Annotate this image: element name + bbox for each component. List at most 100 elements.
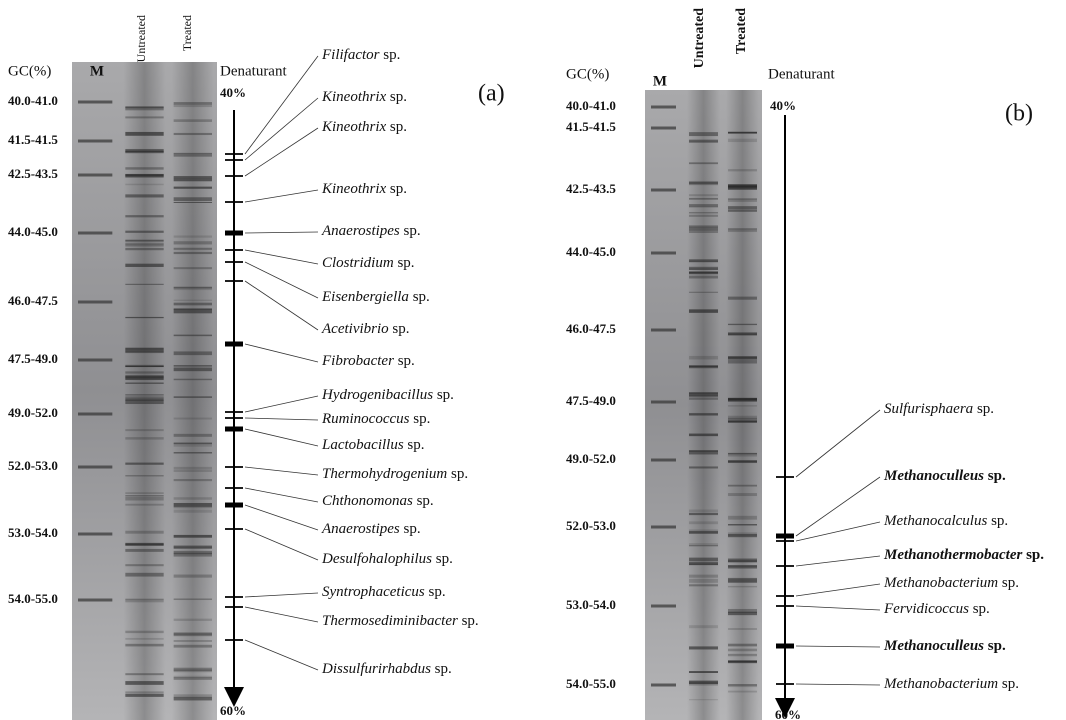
lane-label: Untreated <box>134 15 148 62</box>
gel-band <box>689 562 718 566</box>
band-label: Methanocalculus sp. <box>883 513 1008 529</box>
gel-band <box>125 215 164 218</box>
gel-band <box>173 267 212 270</box>
gel-band <box>689 412 718 416</box>
suffix: sp. <box>390 119 407 135</box>
gel-band <box>173 667 212 672</box>
band-label: Methanothermobacter sp. <box>883 547 1044 563</box>
leader-line <box>795 476 881 537</box>
marker-band <box>651 400 676 404</box>
genus: Ruminococcus <box>321 411 410 427</box>
suffix: sp. <box>413 411 430 427</box>
gel-band <box>125 397 164 399</box>
gel-band <box>125 429 164 432</box>
gel-band <box>173 479 212 482</box>
gel-band <box>173 442 212 445</box>
gel-band <box>728 169 757 172</box>
leader-line <box>244 487 319 503</box>
gel-band <box>173 469 212 472</box>
gel-band <box>728 524 757 526</box>
gel-band <box>125 530 164 534</box>
suffix: sp. <box>1026 547 1044 563</box>
genus: Kineothrix <box>321 119 387 135</box>
gel-band <box>689 182 718 186</box>
gel-band <box>125 149 164 154</box>
band-label: Methanobacterium sp. <box>883 676 1019 692</box>
leader-line <box>244 428 319 447</box>
gc-marker: 41.5-41.5 <box>566 119 616 134</box>
gel-band <box>125 395 164 398</box>
leader-line <box>244 592 319 598</box>
gel-band <box>173 442 212 447</box>
gel-band <box>173 102 212 105</box>
suffix: sp. <box>1002 575 1019 591</box>
gel-band <box>125 437 164 440</box>
marker-band <box>651 126 676 130</box>
genus: Methanothermobacter <box>883 547 1023 563</box>
gel-band <box>125 400 164 405</box>
genus: Methanoculleus <box>883 638 984 654</box>
gel-band <box>728 585 757 588</box>
gel-band <box>689 392 718 397</box>
gel-band <box>728 360 757 364</box>
suffix: sp. <box>451 466 468 482</box>
marker-band <box>651 525 676 529</box>
gel-band <box>728 420 757 423</box>
gel-band <box>689 266 718 270</box>
gel-band <box>689 182 718 185</box>
genus: Fibrobacter <box>321 353 394 369</box>
gel-band <box>728 206 757 210</box>
gel-band <box>728 405 757 407</box>
gel-band <box>728 561 757 563</box>
panel-label: (b) <box>1005 101 1033 127</box>
gc-marker: 53.0-54.0 <box>566 597 616 612</box>
gel-band <box>728 685 757 688</box>
gel-band <box>689 132 718 137</box>
gel-band <box>689 413 718 416</box>
gel-band <box>689 392 718 395</box>
marker-band <box>78 173 113 177</box>
gel-band <box>125 247 164 251</box>
gc-marker: 40.0-41.0 <box>8 93 58 108</box>
gc-marker: 41.5-41.5 <box>8 132 58 147</box>
gel-band <box>173 132 212 136</box>
gel-band <box>125 475 164 477</box>
leader-line <box>244 504 319 531</box>
suffix: sp. <box>417 493 434 509</box>
gel-band <box>728 560 757 562</box>
gel-band <box>125 316 164 319</box>
gc-header: GC(%) <box>566 66 609 82</box>
band-label: Eisenbergiella sp. <box>321 289 430 305</box>
band-label: Sulfurisphaera sp. <box>884 401 994 417</box>
band-label: Anaerostipes sp. <box>321 521 421 537</box>
gel-band <box>689 561 718 563</box>
gel-band <box>173 618 212 621</box>
marker-band <box>651 328 676 332</box>
gel-band <box>728 184 757 188</box>
gel-band <box>689 366 718 369</box>
gel-band <box>125 230 164 233</box>
gel-band <box>689 275 718 279</box>
gel-band <box>125 462 164 465</box>
gel-band <box>689 204 718 207</box>
gel-band <box>125 496 164 501</box>
gel-band <box>125 572 164 577</box>
gc-marker: 52.0-53.0 <box>8 458 58 473</box>
end-label: 60% <box>220 703 246 718</box>
gel-band <box>125 263 164 267</box>
gel-band <box>173 241 212 245</box>
band-label: Methanobacterium sp. <box>883 575 1019 591</box>
gc-marker: 49.0-52.0 <box>8 405 58 420</box>
leader-line <box>795 683 881 686</box>
band-label: Syntrophaceticus sp. <box>322 584 446 600</box>
gel-band <box>173 509 212 513</box>
suffix: sp. <box>1002 676 1019 692</box>
genus: Clostridium <box>322 255 394 271</box>
gel-band <box>173 545 212 548</box>
gel-band <box>689 531 718 534</box>
gel-band <box>173 677 212 680</box>
gel-band <box>173 574 212 578</box>
gel-band <box>125 548 164 552</box>
gc-marker: 47.5-49.0 <box>8 351 58 366</box>
